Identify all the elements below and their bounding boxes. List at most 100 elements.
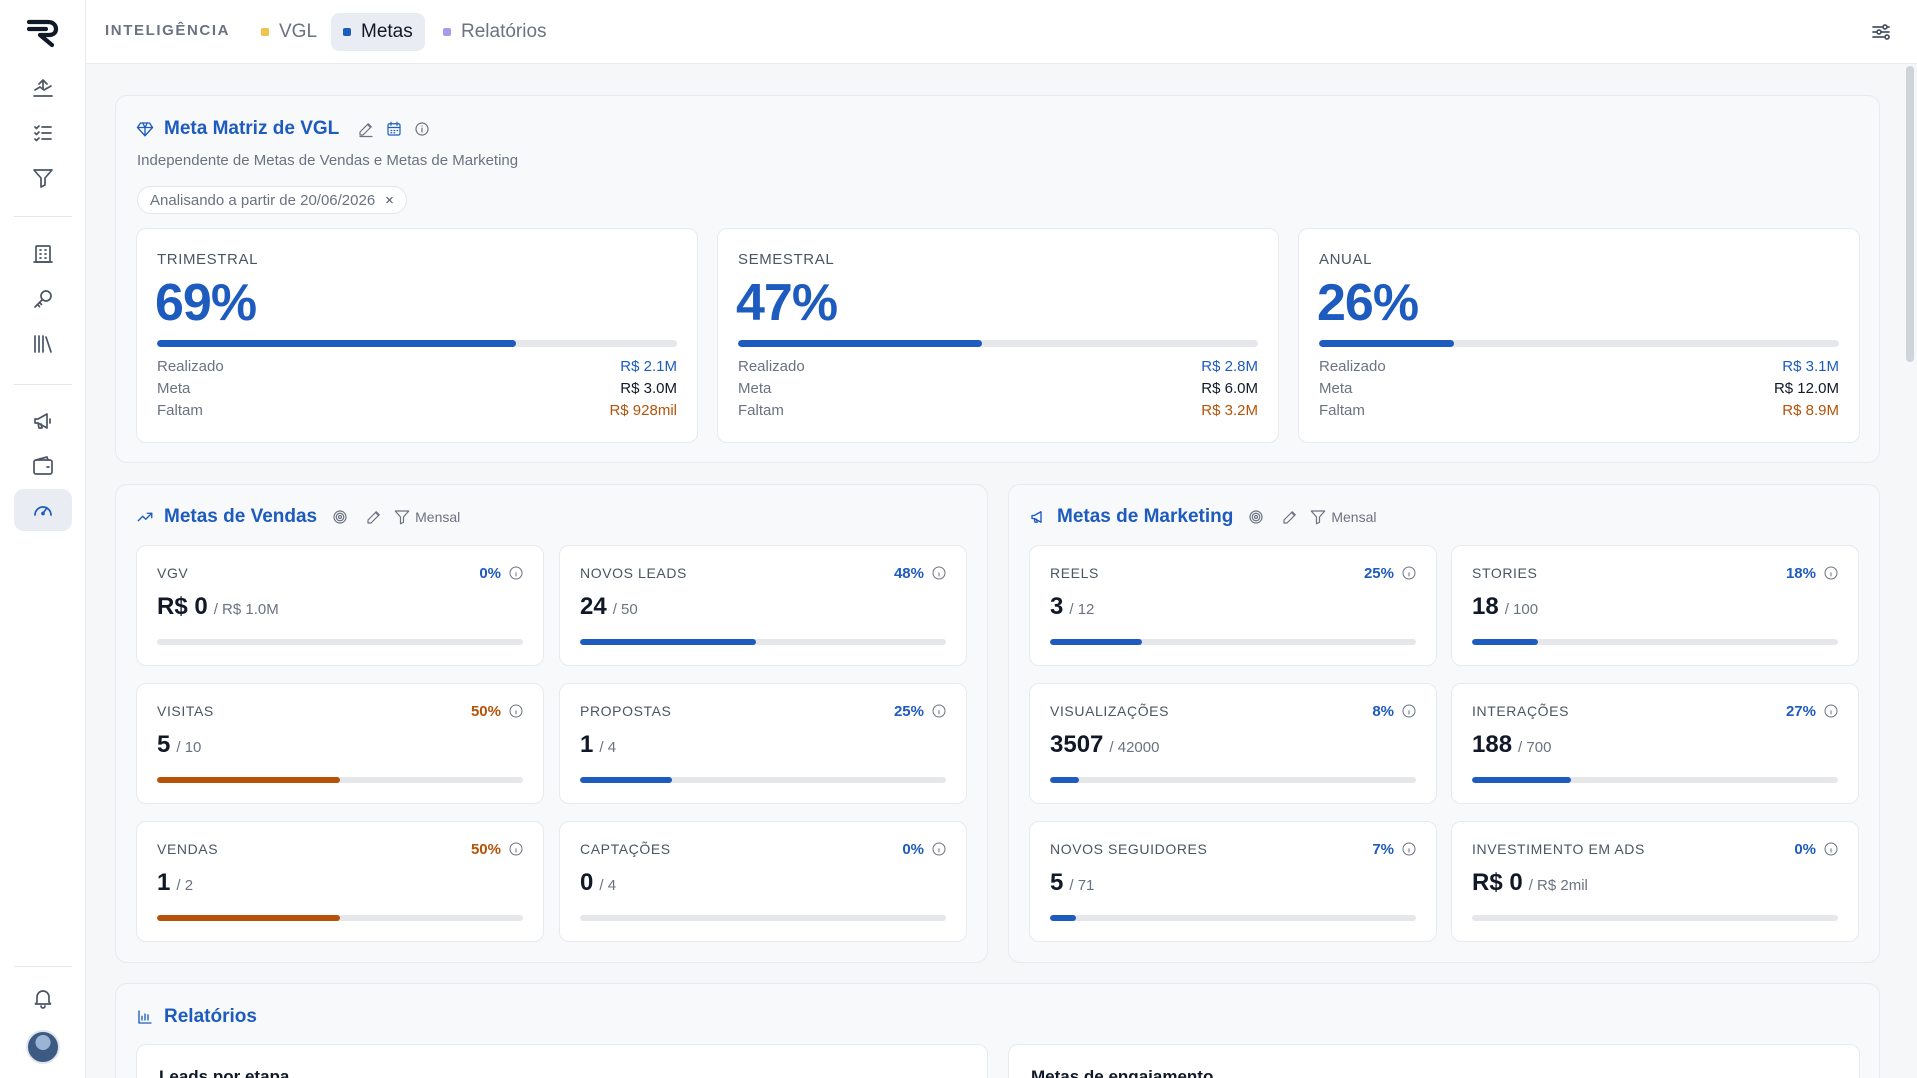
metric-percent: 25%	[893, 703, 924, 720]
metric-target: / 4	[599, 739, 617, 756]
metric-card-reels[interactable]: REELS 25% 3 / 12	[1029, 545, 1437, 666]
progress-fill	[1050, 639, 1142, 645]
info-icon[interactable]	[931, 565, 947, 581]
tab-vgl[interactable]: VGL	[249, 13, 329, 51]
sidebar-item-buildings[interactable]	[14, 233, 72, 275]
info-icon[interactable]	[508, 841, 524, 857]
meta-label: Meta	[738, 380, 772, 397]
edit-pencil-icon[interactable]	[365, 508, 383, 526]
metric-card-investimento-ads[interactable]: INVESTIMENTO EM ADS 0% R$ 0 / R$ 2mil	[1451, 821, 1859, 942]
progress-track	[580, 639, 946, 645]
metric-percent: 18%	[1785, 565, 1816, 582]
tab-dot	[261, 28, 269, 36]
sidebar-item-keys[interactable]	[14, 278, 72, 320]
report-card[interactable]: Leads por etapa	[136, 1044, 988, 1078]
progress-fill	[1319, 340, 1455, 347]
metric-value-group: R$ 0 / R$ 1.0M	[157, 593, 279, 621]
edit-pencil-icon[interactable]	[1281, 508, 1299, 526]
tab-relatorios[interactable]: Relatórios	[431, 13, 559, 51]
info-icon[interactable]	[508, 565, 524, 581]
user-avatar[interactable]	[26, 1030, 60, 1064]
tab-dot	[443, 28, 451, 36]
progress-track	[157, 777, 523, 783]
meta-matriz-subtitle: Independente de Metas de Vendas e Metas …	[137, 152, 519, 169]
progress-fill	[1050, 777, 1080, 783]
bar-chart-icon	[136, 1008, 154, 1026]
metric-percent: 48%	[893, 565, 924, 582]
tab-label: VGL	[279, 21, 318, 42]
settings-sliders-icon[interactable]	[1869, 20, 1893, 44]
metric-label: REELS	[1050, 565, 1099, 581]
info-icon[interactable]	[1823, 703, 1839, 719]
metric-card-vgv[interactable]: VGV 0% R$ 0 / R$ 1.0M	[136, 545, 544, 666]
sidebar-item-checklist[interactable]	[14, 112, 72, 154]
calendar-icon[interactable]	[385, 120, 403, 138]
meta-value: R$ 6.0M	[1201, 380, 1258, 397]
metric-target: / 2	[176, 877, 194, 894]
edit-pencil-icon[interactable]	[357, 120, 375, 138]
checklist-icon	[34, 125, 52, 142]
sidebar-item-wallet[interactable]	[14, 445, 72, 487]
notifications-button[interactable]	[14, 977, 72, 1019]
metric-card-vendas[interactable]: VENDAS 50% 1 / 2	[136, 821, 544, 942]
tab-metas[interactable]: Metas	[331, 13, 425, 51]
metric-label: VISUALIZAÇÕES	[1050, 703, 1170, 719]
progress-fill	[157, 777, 340, 783]
metas-marketing-header: Metas de Marketing Mensal	[1029, 506, 1376, 528]
info-icon[interactable]	[931, 703, 947, 719]
info-icon[interactable]	[1401, 565, 1417, 581]
metric-value-group: 18 / 100	[1472, 593, 1538, 621]
metric-card-novos-seguidores[interactable]: NOVOS SEGUIDORES 7% 5 / 71	[1029, 821, 1437, 942]
info-icon[interactable]	[1823, 565, 1839, 581]
metric-target: / 4	[599, 877, 617, 894]
metas-vendas-header: Metas de Vendas Mensal	[136, 506, 460, 528]
target-icon[interactable]	[1247, 508, 1265, 526]
metric-card-novos-leads[interactable]: NOVOS LEADS 48% 24 / 50	[559, 545, 967, 666]
period-filter[interactable]: Mensal	[1309, 508, 1376, 526]
progress-fill	[157, 340, 516, 347]
meta-row: Meta R$ 6.0M	[738, 380, 1258, 397]
metric-value: 3	[1050, 593, 1064, 620]
app-logo[interactable]	[26, 18, 60, 48]
wallet-icon	[33, 456, 53, 475]
metric-target: / 42000	[1109, 739, 1160, 756]
sidebar-item-marketing[interactable]	[14, 400, 72, 442]
period-filter[interactable]: Mensal	[393, 508, 460, 526]
close-icon[interactable]: ×	[385, 191, 394, 209]
metas-marketing-title: Metas de Marketing	[1057, 506, 1234, 527]
sidebar-divider	[14, 384, 72, 385]
sidebar-item-filter[interactable]	[14, 157, 72, 199]
progress-track	[580, 777, 946, 783]
metric-card-propostas[interactable]: PROPOSTAS 25% 1 / 4	[559, 683, 967, 804]
sidebar-item-library[interactable]	[14, 323, 72, 365]
info-icon[interactable]	[508, 703, 524, 719]
sidebar-item-metas[interactable]	[14, 489, 72, 531]
metric-card-stories[interactable]: STORIES 18% 18 / 100	[1451, 545, 1859, 666]
metas-vendas-title: Metas de Vendas	[164, 506, 318, 527]
sidebar-item-upload[interactable]	[14, 67, 72, 109]
info-icon[interactable]	[1401, 703, 1417, 719]
meta-matriz-header: Meta Matriz de VGL	[136, 118, 431, 140]
target-icon[interactable]	[331, 508, 349, 526]
metric-label: NOVOS SEGUIDORES	[1050, 841, 1208, 857]
info-icon[interactable]	[413, 120, 431, 138]
upload-chart-icon	[33, 79, 53, 97]
page-scrollbar[interactable]	[1906, 66, 1914, 362]
metric-card-captacoes[interactable]: CAPTAÇÕES 0% 0 / 4	[559, 821, 967, 942]
progress-fill	[1472, 639, 1538, 645]
realizado-value: R$ 2.1M	[620, 358, 677, 375]
period-filter-label: Mensal	[1331, 509, 1377, 525]
info-icon[interactable]	[1823, 841, 1839, 857]
metric-value: 1	[157, 869, 171, 896]
relatorios-header: Relatórios	[136, 1006, 257, 1028]
info-icon[interactable]	[931, 841, 947, 857]
metric-card-visitas[interactable]: VISITAS 50% 5 / 10	[136, 683, 544, 804]
progress-track	[1319, 340, 1839, 347]
metric-card-interacoes[interactable]: INTERAÇÕES 27% 188 / 700	[1451, 683, 1859, 804]
meta-row: Meta R$ 3.0M	[157, 380, 677, 397]
metric-value: R$ 0	[157, 593, 208, 620]
date-filter-chip[interactable]: Analisando a partir de 20/06/2026 ×	[137, 186, 407, 214]
metric-card-visualizacoes[interactable]: VISUALIZAÇÕES 8% 3507 / 42000	[1029, 683, 1437, 804]
report-card[interactable]: Metas de engajamento	[1008, 1044, 1860, 1078]
info-icon[interactable]	[1401, 841, 1417, 857]
